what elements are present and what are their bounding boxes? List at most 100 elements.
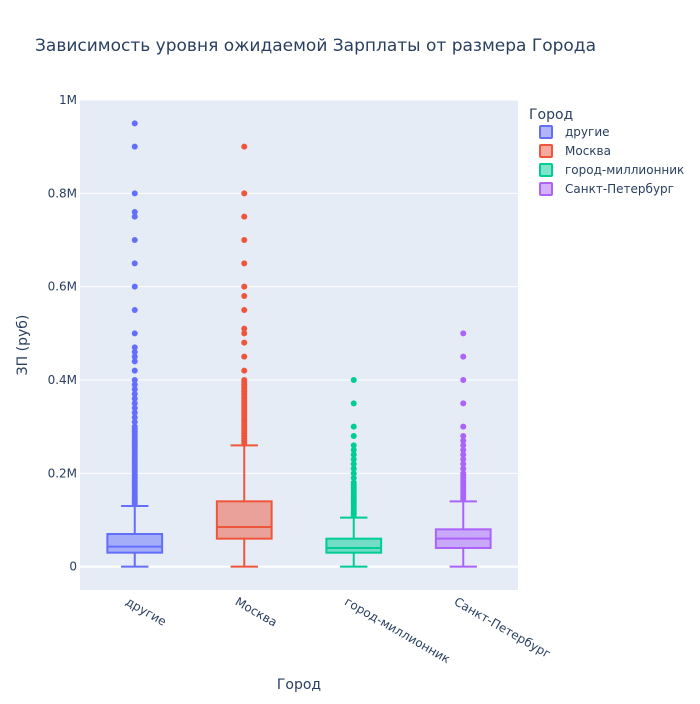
legend-label: другие bbox=[565, 125, 610, 139]
outlier-point[interactable] bbox=[350, 433, 357, 439]
outlier-point[interactable] bbox=[131, 143, 138, 150]
outlier-point[interactable] bbox=[131, 213, 138, 220]
outlier-point[interactable] bbox=[350, 465, 357, 472]
legend-item[interactable]: город-миллионник bbox=[539, 163, 684, 177]
outlier-point[interactable] bbox=[350, 475, 357, 481]
legend-swatch bbox=[539, 163, 553, 177]
outlier-point[interactable] bbox=[460, 447, 467, 453]
outlier-point[interactable] bbox=[350, 447, 357, 453]
outlier-point[interactable] bbox=[241, 293, 248, 299]
outlier-point[interactable] bbox=[131, 260, 138, 267]
outlier-point[interactable] bbox=[131, 391, 138, 397]
outlier-point[interactable] bbox=[460, 400, 467, 407]
outlier-point[interactable] bbox=[460, 470, 467, 477]
outlier-point[interactable] bbox=[131, 405, 138, 411]
outlier-point[interactable] bbox=[241, 330, 248, 337]
outlier-point[interactable] bbox=[350, 400, 357, 407]
y-tick-label: 1M bbox=[59, 93, 77, 107]
outlier-point[interactable] bbox=[460, 377, 467, 383]
outlier-point[interactable] bbox=[350, 479, 357, 486]
box-trace-3[interactable] bbox=[325, 377, 383, 568]
iqr-box[interactable] bbox=[325, 537, 383, 554]
outlier-point[interactable] bbox=[241, 377, 248, 383]
outlier-point[interactable] bbox=[350, 377, 357, 383]
outlier-point[interactable] bbox=[350, 470, 357, 477]
outlier-point[interactable] bbox=[131, 395, 138, 402]
outlier-point[interactable] bbox=[131, 400, 138, 407]
legend-title: Город bbox=[529, 107, 573, 123]
outlier-point[interactable] bbox=[460, 353, 467, 360]
outlier-point[interactable] bbox=[460, 465, 467, 472]
plot-area bbox=[80, 100, 518, 590]
outlier-point[interactable] bbox=[241, 213, 248, 220]
outlier-point[interactable] bbox=[131, 419, 138, 425]
legend-label: город-миллионник bbox=[565, 163, 684, 177]
outlier-point[interactable] bbox=[131, 377, 138, 383]
outlier-point[interactable] bbox=[350, 442, 357, 449]
outlier-point[interactable] bbox=[241, 339, 248, 346]
outlier-point[interactable] bbox=[131, 120, 138, 127]
outlier-point[interactable] bbox=[241, 190, 248, 197]
outlier-point[interactable] bbox=[131, 283, 138, 290]
outlier-point[interactable] bbox=[131, 409, 138, 416]
legend-item[interactable]: Москва bbox=[539, 144, 611, 158]
legend-swatch bbox=[539, 144, 553, 158]
y-tick-label: 0.6M bbox=[48, 280, 77, 294]
box-trace-4[interactable] bbox=[434, 330, 492, 568]
box-trace-1[interactable] bbox=[106, 120, 164, 568]
outlier-point[interactable] bbox=[460, 442, 467, 449]
outlier-point[interactable] bbox=[350, 461, 357, 467]
legend-swatch bbox=[539, 125, 553, 139]
outlier-point[interactable] bbox=[131, 414, 138, 421]
outlier-point[interactable] bbox=[131, 237, 138, 243]
iqr-box[interactable] bbox=[106, 533, 164, 554]
outlier-point[interactable] bbox=[131, 381, 138, 388]
outlier-point[interactable] bbox=[460, 437, 467, 444]
outlier-point[interactable] bbox=[131, 209, 138, 215]
outlier-point[interactable] bbox=[131, 190, 138, 197]
outlier-point[interactable] bbox=[241, 237, 248, 243]
outlier-point[interactable] bbox=[131, 353, 138, 360]
box-traces[interactable] bbox=[106, 120, 492, 568]
outlier-point[interactable] bbox=[460, 330, 467, 337]
y-tick-label: 0.2M bbox=[48, 466, 77, 480]
outlier-point[interactable] bbox=[131, 358, 138, 365]
outlier-point[interactable] bbox=[460, 451, 467, 458]
outlier-point[interactable] bbox=[241, 283, 248, 290]
y-tick-label: 0.4M bbox=[48, 373, 77, 387]
outlier-point[interactable] bbox=[241, 353, 248, 360]
outlier-point[interactable] bbox=[241, 307, 248, 313]
outlier-point[interactable] bbox=[131, 330, 138, 337]
outlier-point[interactable] bbox=[241, 325, 248, 332]
outlier-point[interactable] bbox=[350, 423, 357, 430]
outlier-point[interactable] bbox=[241, 367, 248, 374]
y-tick-labels: 0 0.2M 0.4M 0.6M 0.8M 1M bbox=[48, 93, 77, 574]
box-trace-2[interactable] bbox=[215, 143, 273, 568]
outlier-point[interactable] bbox=[460, 456, 467, 463]
outlier-point[interactable] bbox=[350, 451, 357, 458]
outlier-point[interactable] bbox=[131, 423, 138, 430]
y-axis-title: ЗП (руб) bbox=[15, 315, 31, 376]
legend-item[interactable]: Санкт-Петербург bbox=[539, 182, 674, 196]
iqr-box[interactable] bbox=[215, 500, 273, 540]
legend-item[interactable]: другие bbox=[539, 125, 610, 139]
legend: Город другие Москва город-миллионник Санкт-… bbox=[529, 107, 684, 196]
outlier-point[interactable] bbox=[131, 349, 138, 355]
outlier-point[interactable] bbox=[241, 143, 248, 150]
y-gridlines bbox=[80, 99, 518, 568]
y-tick-label: 0 bbox=[69, 560, 77, 574]
legend-label: Санкт-Петербург bbox=[565, 182, 674, 196]
outlier-point[interactable] bbox=[350, 456, 357, 463]
y-tick-label: 0.8M bbox=[48, 186, 77, 200]
outlier-point[interactable] bbox=[460, 433, 467, 439]
outlier-point[interactable] bbox=[131, 386, 138, 393]
legend-swatch bbox=[539, 182, 553, 196]
outlier-point[interactable] bbox=[131, 307, 138, 313]
outlier-point[interactable] bbox=[241, 260, 248, 267]
outlier-point[interactable] bbox=[460, 461, 467, 467]
legend-label: Москва bbox=[565, 144, 611, 158]
chart-title: Зависимость уровня ожидаемой Зарплаты от… bbox=[35, 36, 596, 56]
outlier-point[interactable] bbox=[460, 423, 467, 430]
outlier-point[interactable] bbox=[131, 367, 138, 374]
outlier-point[interactable] bbox=[131, 344, 138, 351]
